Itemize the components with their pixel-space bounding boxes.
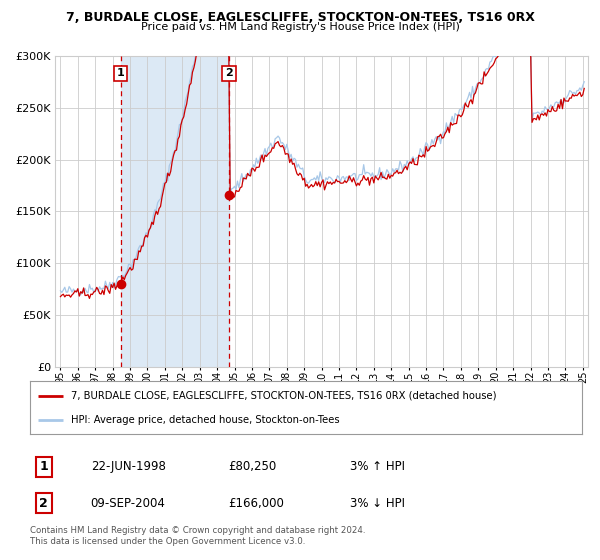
Text: 7, BURDALE CLOSE, EAGLESCLIFFE, STOCKTON-ON-TEES, TS16 0RX: 7, BURDALE CLOSE, EAGLESCLIFFE, STOCKTON… (65, 11, 535, 24)
Text: 3% ↓ HPI: 3% ↓ HPI (350, 497, 405, 510)
Text: £166,000: £166,000 (229, 497, 284, 510)
Text: 7, BURDALE CLOSE, EAGLESCLIFFE, STOCKTON-ON-TEES, TS16 0RX (detached house): 7, BURDALE CLOSE, EAGLESCLIFFE, STOCKTON… (71, 391, 497, 401)
Text: 1: 1 (40, 460, 48, 473)
Text: HPI: Average price, detached house, Stockton-on-Tees: HPI: Average price, detached house, Stoc… (71, 414, 340, 424)
Text: 2: 2 (40, 497, 48, 510)
Text: £80,250: £80,250 (229, 460, 277, 473)
Text: 2: 2 (225, 68, 233, 78)
Bar (121, 56, 229, 367)
Text: 3% ↑ HPI: 3% ↑ HPI (350, 460, 405, 473)
Text: 1: 1 (117, 68, 125, 78)
Text: Price paid vs. HM Land Registry's House Price Index (HPI): Price paid vs. HM Land Registry's House … (140, 22, 460, 32)
Text: Contains HM Land Registry data © Crown copyright and database right 2024.
This d: Contains HM Land Registry data © Crown c… (30, 526, 365, 546)
Text: 22-JUN-1998: 22-JUN-1998 (91, 460, 166, 473)
Text: 09-SEP-2004: 09-SEP-2004 (91, 497, 166, 510)
